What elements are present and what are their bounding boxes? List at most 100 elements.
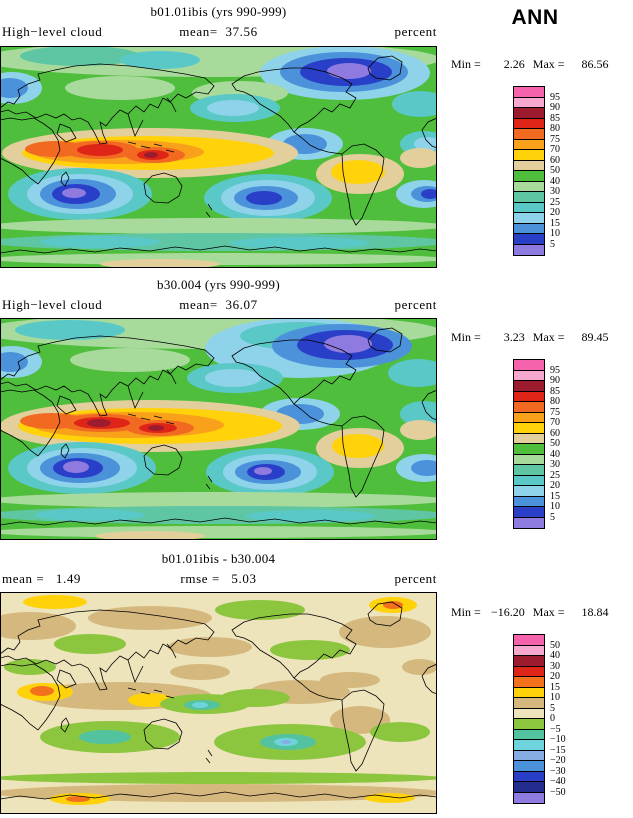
- coastline: [60, 717, 70, 733]
- coastline: [341, 415, 385, 498]
- colorbar-cell: [514, 423, 544, 434]
- colorbar-cell: [514, 181, 544, 192]
- map-frame: [0, 592, 437, 814]
- colorbar-tick-label: 20: [550, 480, 560, 491]
- colorbar-cell: [514, 771, 544, 782]
- panel2-map: [0, 318, 437, 540]
- colorbar-tick-label: 50: [550, 639, 560, 651]
- contour-region: [324, 335, 372, 353]
- coastline: [143, 444, 183, 476]
- colorbar-cell: [514, 708, 544, 719]
- coastline: [166, 643, 177, 659]
- contour-region: [0, 352, 28, 372]
- panel2-minmax: Min = 3.23 Max = 89.45: [451, 330, 633, 345]
- coastline: [127, 141, 175, 153]
- coastline: [421, 117, 437, 149]
- coastline: [0, 791, 437, 800]
- coastline: [421, 389, 437, 421]
- contour-region: [20, 46, 140, 66]
- coastline: [231, 339, 357, 405]
- colorbar-cell: [514, 444, 544, 455]
- colorbar-cell: [514, 750, 544, 761]
- panel3-mean-label: mean = 1.49: [2, 571, 82, 586]
- panel3-title: b01.01ibis - b30.004: [161, 551, 276, 566]
- max-value: 89.45: [581, 330, 609, 344]
- panel1-title: b01.01ibis (yrs 990-999): [150, 4, 287, 19]
- contour-region: [66, 796, 90, 802]
- colorbar-cell: [514, 108, 544, 119]
- world-contour-map: [0, 46, 437, 268]
- colorbar-tick-label: 85: [550, 385, 560, 397]
- contour-region: [220, 689, 290, 707]
- coastline: [0, 517, 437, 526]
- contour-region: [170, 664, 230, 680]
- min-label: Min =: [451, 330, 481, 344]
- colorbar-tick-label: 25: [550, 469, 560, 481]
- colorbar-cell: [514, 391, 544, 402]
- colorbar-tick-label: 40: [550, 448, 560, 460]
- coastline: [293, 131, 343, 155]
- colorbar-cell: [514, 87, 544, 98]
- contour-region: [207, 100, 259, 116]
- colorbar-tick-label: 60: [550, 154, 560, 166]
- contour-region: [331, 160, 385, 184]
- colorbar-cell: [514, 150, 544, 161]
- colorbar-cell: [514, 635, 544, 646]
- colorbar-cell: [514, 698, 544, 709]
- colorbar-tick-label: −15: [550, 744, 566, 756]
- colorbar-tick-label: 80: [550, 396, 560, 407]
- coastline: [166, 97, 177, 113]
- contour-region: [54, 634, 126, 654]
- coastline: [293, 403, 343, 427]
- coastline: [143, 172, 183, 204]
- contour-region: [100, 259, 220, 268]
- contour-region: [35, 509, 145, 521]
- coastline: [0, 245, 437, 254]
- max-value: 18.84: [581, 605, 609, 619]
- coastline: [231, 67, 357, 133]
- contour-region: [77, 144, 123, 156]
- contour-region: [0, 612, 76, 640]
- colorbar-cell: [514, 118, 544, 129]
- colorbar-tick-label: 95: [550, 364, 560, 376]
- panel1-units-label: percent: [394, 24, 437, 39]
- colorbar-tick-label: 5: [550, 702, 555, 714]
- contour-region: [30, 686, 54, 696]
- panel2-title: b30.004 (yrs 990-999): [157, 277, 280, 292]
- contour-region: [95, 531, 205, 540]
- panel3-units-label: percent: [394, 571, 437, 586]
- colorbar-cell: [514, 234, 544, 245]
- panel1-minmax: Min = 2.26 Max = 86.56: [451, 57, 633, 72]
- colorbar-cell: [514, 402, 544, 413]
- colorbar-cell: [514, 507, 544, 518]
- map-frame: [0, 46, 437, 268]
- colorbar-cell: [514, 139, 544, 150]
- contour-region: [79, 730, 131, 744]
- panel2-mean-label: mean= 36.07: [179, 297, 258, 312]
- colorbar-tick-label: 95: [550, 91, 560, 103]
- colorbar-tick-label: 5: [550, 238, 555, 250]
- coastline: [367, 55, 403, 81]
- colorbar-tick-label: 30: [550, 660, 560, 672]
- coastline: [341, 689, 385, 772]
- coastline: [60, 443, 70, 459]
- panel2-variable-label: High−level cloud: [2, 297, 103, 312]
- max-label: Max =: [532, 605, 565, 619]
- contour-region: [88, 606, 212, 630]
- min-value: −16.20: [491, 605, 525, 619]
- colorbar-tick-label: −20: [550, 755, 566, 766]
- colorbar-tick-label: 75: [550, 406, 560, 418]
- min-label: Min =: [451, 57, 481, 71]
- coastline: [367, 327, 403, 353]
- contour-region: [70, 348, 190, 372]
- colorbar-tick-label: 85: [550, 112, 560, 124]
- coastline: [127, 385, 144, 410]
- colorbar-cell: [514, 381, 544, 392]
- contour-region: [254, 467, 272, 475]
- contour-region: [332, 434, 384, 458]
- coastline: [205, 475, 213, 490]
- coastline: [0, 609, 215, 691]
- contour-region: [63, 461, 89, 473]
- panel2-units-label: percent: [394, 297, 437, 312]
